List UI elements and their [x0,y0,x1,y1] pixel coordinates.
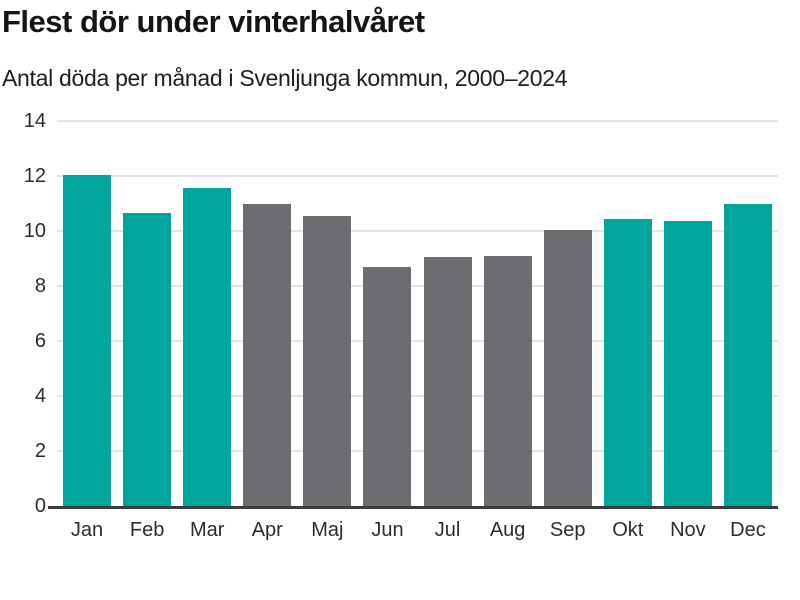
gridline-y12 [57,175,778,177]
bar-apr [243,203,292,506]
x-tick-label: Sep [549,519,586,541]
y-tick-label: 14 [23,110,46,132]
gridline-y8 [57,285,778,287]
bar-jul [423,257,472,506]
x-tick-label: Feb [129,519,165,541]
gridline-y14 [57,120,778,122]
y-tick-label: 2 [34,440,46,462]
brand-footer: Newsworthy [0,560,800,600]
bar-sep [543,229,592,506]
gridline-y2 [57,450,778,452]
gridline-y4 [57,395,778,397]
bar-dec [723,203,772,506]
bar-maj [303,215,352,506]
bar-jun [363,266,412,506]
y-tick-label: 8 [34,275,46,297]
x-tick-label: Dec [730,519,766,541]
gridline-y6 [57,340,778,342]
x-tick-label: Nov [670,519,706,541]
x-tick-label: Jan [70,519,104,541]
y-tick-label: 12 [23,165,46,187]
chart-title: Flest dör under vinterhalvåret [2,4,425,39]
bar-feb [123,213,172,506]
x-tick-label: Maj [311,519,344,541]
x-tick-label: Aug [489,519,526,541]
chart-subtitle: Antal döda per månad i Svenljunga kommun… [2,65,568,91]
x-tick-label: Apr [251,519,283,541]
bar-okt [603,218,652,506]
gridline-y10 [57,230,778,232]
y-tick-label: 0 [34,495,46,517]
x-axis-line [48,506,778,509]
y-tick-label: 6 [34,330,46,352]
x-tick-label: Jun [371,519,404,541]
x-tick-label: Mar [189,519,225,541]
bar-nov [663,221,712,506]
bar-aug [483,255,532,506]
bar-mar [183,188,232,506]
x-tick-label: Okt [612,519,644,541]
y-tick-label: 10 [23,220,46,242]
bar-jan [63,174,112,506]
x-tick-label: Jul [434,519,461,541]
y-tick-label: 4 [34,385,46,407]
